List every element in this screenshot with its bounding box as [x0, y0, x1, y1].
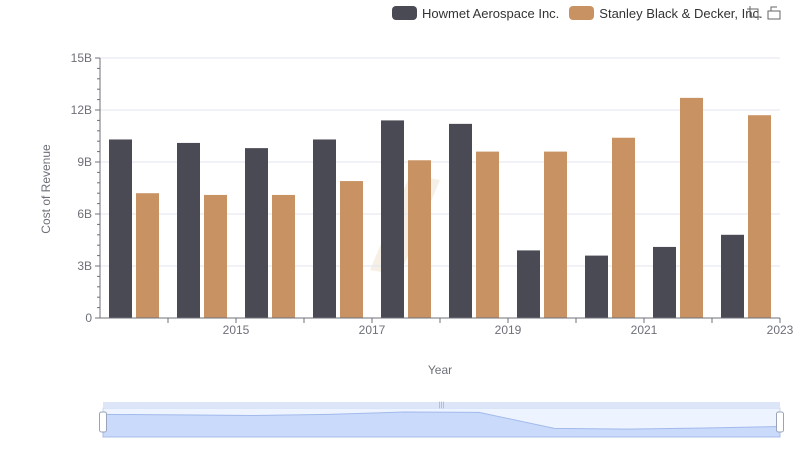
chart-legend: Howmet Aerospace Inc. Stanley Black & De… — [392, 4, 773, 22]
bar-howmet-2015 — [177, 142, 200, 318]
zoom-reset-icon[interactable] — [767, 6, 781, 20]
x-tick-label: 2021 — [631, 323, 658, 337]
slider-selected-range — [103, 408, 780, 437]
legend-item-stanley[interactable]: Stanley Black & Decker, Inc. — [569, 5, 763, 21]
y-tick-label: 9B — [77, 155, 92, 169]
bar-howmet-2016 — [245, 148, 268, 318]
legend-item-howmet[interactable]: Howmet Aerospace Inc. — [392, 6, 559, 21]
x-tick-label: 2019 — [495, 323, 522, 337]
bar-stanley-2016 — [272, 194, 295, 318]
bar-stanley-2019 — [476, 151, 499, 318]
bar-stanley-2015 — [204, 194, 227, 318]
legend-label-howmet: Howmet Aerospace Inc. — [422, 5, 560, 21]
bar-howmet-2021 — [585, 255, 608, 318]
bar-stanley-2014 — [136, 193, 159, 318]
bar-howmet-2020 — [517, 250, 540, 318]
bar-stanley-2023 — [748, 115, 771, 318]
data-zoom-slider[interactable]: ||| — [99, 402, 784, 438]
bar-stanley-2020 — [544, 151, 567, 318]
y-tick-label: 15B — [71, 51, 92, 65]
bar-stanley-2022 — [680, 97, 703, 318]
y-tick-label: 12B — [71, 103, 92, 117]
chart-toolbox — [747, 6, 781, 20]
legend-label-stanley: Stanley Black & Decker, Inc. — [599, 5, 763, 21]
x-axis-title: Year — [428, 363, 452, 377]
y-tick-label: 6B — [77, 207, 92, 221]
bar-howmet-2017 — [313, 139, 336, 318]
bar-stanley-2018 — [408, 160, 431, 318]
bar-stanley-2017 — [340, 181, 363, 318]
bar-stanley-2021 — [612, 137, 635, 318]
x-tick-label: 2015 — [223, 323, 250, 337]
bar-howmet-2019 — [449, 123, 472, 318]
slider-grip: ||| — [439, 402, 445, 409]
y-tick-label: 0 — [85, 311, 92, 325]
x-tick-label: 2023 — [767, 323, 794, 337]
slider-handle-left[interactable] — [99, 411, 107, 433]
y-tick-label: 3B — [77, 259, 92, 273]
x-tick-label: 2017 — [359, 323, 386, 337]
bar-howmet-2018 — [381, 120, 404, 319]
y-axis-title: Cost of Revenue — [39, 144, 53, 234]
legend-swatch-howmet — [392, 6, 417, 20]
bar-howmet-2014 — [109, 139, 132, 318]
slider-handle-right[interactable] — [776, 411, 784, 433]
bar-howmet-2023 — [721, 234, 744, 318]
zoom-icon[interactable] — [747, 6, 761, 20]
legend-swatch-stanley — [569, 6, 595, 20]
bar-howmet-2022 — [653, 246, 676, 318]
slider-move-bar — [103, 402, 780, 408]
